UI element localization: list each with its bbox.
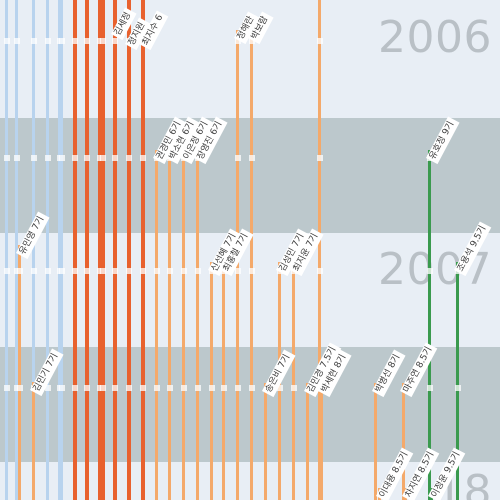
year-marker	[317, 268, 323, 274]
year-marker	[17, 385, 23, 391]
year-marker	[59, 155, 65, 161]
year-marker	[72, 155, 78, 161]
series-line	[374, 383, 377, 500]
year-marker	[84, 385, 90, 391]
year-marker	[59, 38, 65, 44]
series-line	[18, 245, 21, 500]
series-line	[127, 0, 131, 500]
year-marker	[140, 385, 146, 391]
year-marker	[45, 38, 51, 44]
series-line	[306, 383, 309, 500]
year-marker	[45, 268, 51, 274]
series-line	[292, 262, 295, 500]
series-line	[60, 0, 63, 500]
year-marker	[14, 155, 20, 161]
year-marker	[427, 268, 433, 274]
year-marker	[72, 38, 78, 44]
series-line	[155, 150, 158, 500]
year-marker	[126, 155, 132, 161]
year-marker	[167, 268, 173, 274]
year-marker	[235, 268, 241, 274]
year-marker	[100, 385, 106, 391]
year-marker	[84, 268, 90, 274]
year-marker	[154, 268, 160, 274]
year-marker	[235, 385, 241, 391]
year-marker	[84, 38, 90, 44]
year-marker	[84, 155, 90, 161]
year-marker	[112, 385, 118, 391]
year-marker	[59, 268, 65, 274]
series-line	[264, 383, 267, 500]
year-marker	[249, 385, 255, 391]
series-line	[250, 30, 253, 500]
year-marker	[100, 155, 106, 161]
series-line	[46, 0, 49, 500]
year-marker	[59, 385, 65, 391]
year-marker	[154, 385, 160, 391]
series-line	[113, 0, 117, 500]
year-marker	[112, 268, 118, 274]
series-line	[85, 0, 89, 500]
year-marker	[209, 385, 215, 391]
series-line	[210, 262, 213, 500]
year-marker	[221, 385, 227, 391]
year-marker	[181, 385, 187, 391]
year-marker	[4, 268, 10, 274]
year-marker	[427, 385, 433, 391]
year-marker	[235, 155, 241, 161]
year-marker	[72, 268, 78, 274]
year-marker	[317, 155, 323, 161]
year-marker	[31, 155, 37, 161]
year-marker	[112, 38, 118, 44]
year-marker	[181, 268, 187, 274]
year-marker	[4, 38, 10, 44]
year-marker	[112, 155, 118, 161]
series-line	[222, 262, 225, 500]
year-marker	[100, 268, 106, 274]
year-marker	[100, 38, 106, 44]
year-marker	[455, 385, 461, 391]
series-line	[196, 150, 199, 500]
year-marker	[72, 385, 78, 391]
year-marker	[126, 268, 132, 274]
year-marker	[167, 385, 173, 391]
series-line	[32, 382, 35, 500]
year-marker	[317, 38, 323, 44]
year-marker	[140, 155, 146, 161]
year-marker	[45, 155, 51, 161]
year-marker	[249, 268, 255, 274]
year-marker	[126, 385, 132, 391]
series-line	[101, 0, 105, 500]
year-marker	[195, 385, 201, 391]
year-marker	[140, 268, 146, 274]
year-marker	[249, 155, 255, 161]
year-marker	[14, 38, 20, 44]
series-line	[73, 0, 77, 500]
year-marker	[31, 38, 37, 44]
series-line	[320, 383, 323, 500]
year-label-2006: 2006	[378, 16, 492, 60]
year-marker	[195, 268, 201, 274]
year-marker	[291, 385, 297, 391]
year-marker	[17, 268, 23, 274]
series-line	[182, 150, 185, 500]
series-line	[5, 0, 8, 500]
series-line	[168, 150, 171, 500]
series-line	[141, 0, 145, 500]
year-marker	[4, 385, 10, 391]
year-marker	[4, 155, 10, 161]
year-marker	[31, 268, 37, 274]
series-line	[402, 383, 405, 500]
